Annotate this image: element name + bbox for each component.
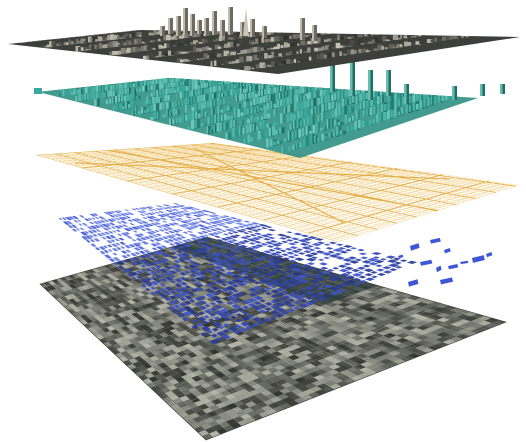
building-footprints-layer xyxy=(58,203,493,345)
aerial-imagery-layer xyxy=(39,236,507,441)
street-network-layer xyxy=(36,143,520,242)
3d-city-mesh-layer xyxy=(8,7,520,74)
